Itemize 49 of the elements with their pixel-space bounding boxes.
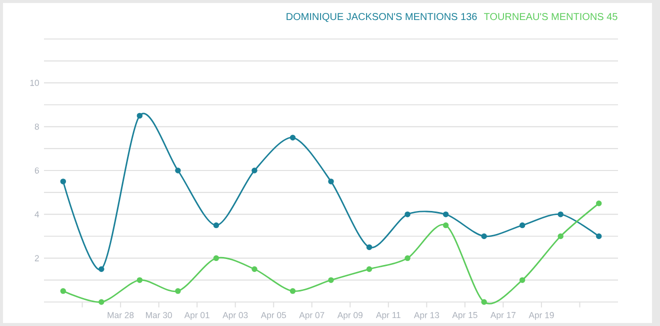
x-tick-label: Apr 15: [452, 312, 478, 320]
point: [558, 211, 564, 218]
point: [290, 134, 296, 140]
point: [136, 277, 143, 283]
x-tick-label: Mar 28: [108, 312, 134, 318]
point: [98, 299, 104, 305]
point: [558, 233, 564, 240]
point: [290, 288, 296, 294]
point: [481, 299, 487, 305]
point: [596, 233, 602, 240]
point: [98, 266, 104, 272]
point: [60, 288, 66, 294]
point: [328, 277, 334, 283]
point: [328, 178, 334, 184]
point: [404, 211, 410, 218]
x-tick-label: Apr 19: [528, 312, 554, 320]
point: [481, 233, 487, 240]
x-tick-label: Apr 01: [184, 312, 210, 320]
x-tick-label: Apr 09: [337, 312, 362, 320]
point: [596, 200, 602, 206]
x-tick-label: Apr 11: [376, 312, 400, 320]
point: [519, 277, 526, 283]
x-tick-label: Apr 13: [414, 312, 440, 320]
point: [252, 266, 258, 272]
point: [366, 266, 372, 272]
point: [519, 222, 526, 228]
y-tick-label: 10: [30, 80, 39, 86]
y-tick-label: 4: [34, 211, 40, 218]
x-tick-label: Apr 05: [260, 312, 286, 320]
point: [442, 222, 449, 228]
text: TOURNEAU'S MENTIONS 45: [484, 13, 618, 20]
point: [442, 211, 449, 218]
x-tick-label: Apr 17: [490, 312, 516, 320]
point: [213, 255, 220, 262]
point: [175, 288, 181, 294]
point: [404, 255, 410, 262]
y-tick-label: 2: [34, 255, 39, 262]
point: [252, 168, 258, 174]
point: [60, 178, 66, 184]
point: [175, 168, 181, 174]
x-tick-label: Apr 03: [222, 312, 248, 320]
x-tick-label: Apr 07: [299, 312, 324, 320]
text: DOMINIQUE JACKSON'S MENTIONS 136: [286, 13, 477, 22]
point: [136, 112, 143, 119]
y-tick-label: 6: [34, 167, 39, 174]
point: [366, 244, 372, 250]
point: [213, 222, 220, 228]
y-tick-label: 8: [34, 124, 39, 130]
x-tick-label: Mar 30: [146, 312, 172, 318]
